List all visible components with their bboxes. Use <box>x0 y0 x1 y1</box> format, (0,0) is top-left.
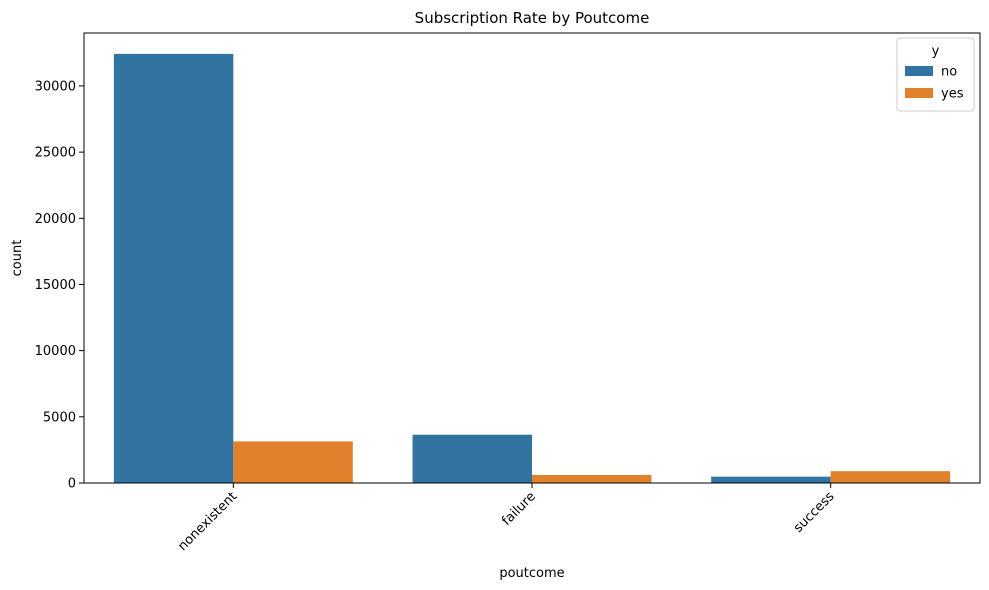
y-axis: 0 5000 10000 15000 20000 25000 30000 <box>35 79 84 492</box>
legend-label-no: no <box>941 65 957 80</box>
x-tick-label: nonexistent <box>175 489 240 554</box>
chart-title: Subscription Rate by Poutcome <box>415 9 650 27</box>
y-tick-label: 0 <box>68 477 76 492</box>
bar-nonexistent-yes <box>233 441 353 483</box>
bar-failure-yes <box>532 474 652 483</box>
x-tick-label: success <box>791 489 838 536</box>
y-tick-label: 15000 <box>35 278 76 293</box>
x-axis: nonexistent failure success <box>175 483 838 554</box>
y-tick-label: 25000 <box>35 146 76 161</box>
y-axis-title: count <box>10 240 25 277</box>
bar-nonexistent-no <box>113 53 234 484</box>
legend-swatch-no <box>905 66 933 76</box>
y-tick-label: 30000 <box>35 79 76 94</box>
legend: yno yes <box>896 37 975 112</box>
y-tick-label: 5000 <box>43 410 76 425</box>
legend-title: y <box>932 44 940 59</box>
bars-group <box>113 53 951 484</box>
x-tick-label: failure <box>499 489 539 529</box>
bar-failure-no <box>412 434 532 483</box>
y-tick-label: 10000 <box>35 344 76 359</box>
bar-success-yes <box>830 471 951 483</box>
x-axis-title: poutcome <box>499 566 564 581</box>
bar-success-no <box>711 476 831 483</box>
plot-frame <box>83 32 981 484</box>
legend-label-yes: yes <box>941 87 964 102</box>
legend-swatch-yes <box>905 88 933 98</box>
y-tick-label: 20000 <box>35 212 76 227</box>
